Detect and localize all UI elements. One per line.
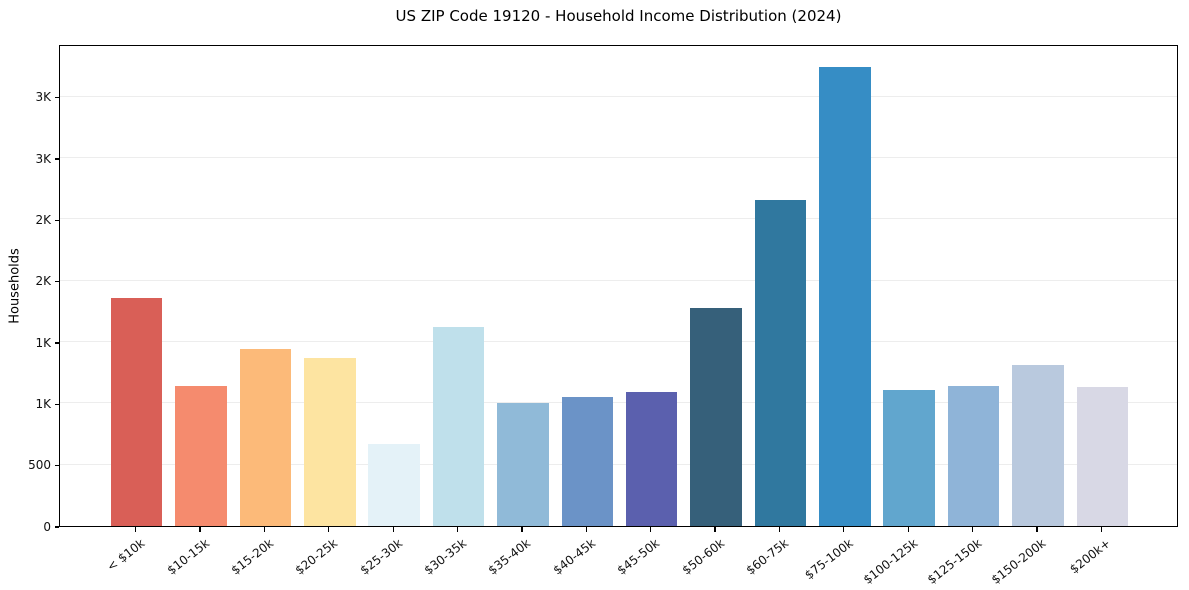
x-tick-label: $125-150k <box>924 536 985 587</box>
y-tick-mark <box>55 281 59 283</box>
y-tick-label: 2K <box>35 274 51 289</box>
bar-$150-200k <box>1012 364 1064 526</box>
y-tick-label: 3K <box>35 90 51 105</box>
x-tick-mark <box>907 527 909 532</box>
x-tick-label: $30-35k <box>421 536 470 578</box>
bar-$200k+ <box>1076 387 1129 526</box>
y-tick-mark <box>55 526 59 528</box>
bar-$20-25k <box>304 357 356 526</box>
y-tick-mark <box>55 158 59 160</box>
x-tick-mark <box>1100 527 1103 532</box>
x-tick-label: $10-15k <box>164 536 212 578</box>
gridline <box>60 218 1177 220</box>
bar-$45-50k <box>625 391 678 526</box>
x-tick-mark <box>650 527 652 532</box>
x-tick-mark <box>843 527 845 532</box>
bar-$25-30k <box>368 443 420 526</box>
bar-$60-75k <box>754 199 807 526</box>
x-tick-label: $35-40k <box>485 536 534 578</box>
x-tick-label: $60-75k <box>743 536 792 578</box>
x-tick-label: $100-125k <box>860 536 920 587</box>
x-tick-mark <box>521 527 523 532</box>
x-tick-label: $20-25k <box>292 536 341 578</box>
bar-$15-20k <box>239 348 292 526</box>
bar-$125-150k <box>947 386 1000 526</box>
bar-$40-45k <box>561 397 614 526</box>
bar-$10-15k <box>175 386 227 526</box>
x-tick-label: $75-100k <box>801 536 856 583</box>
y-tick-mark <box>55 465 59 467</box>
x-tick-label: < $10k <box>104 536 148 574</box>
x-tick-mark <box>134 527 137 532</box>
plot-area <box>59 45 1178 527</box>
x-tick-mark <box>328 527 330 532</box>
x-tick-label: $45-50k <box>614 536 663 578</box>
bar-$35-40k <box>497 402 549 526</box>
x-tick-label: $40-45k <box>550 536 598 578</box>
gridline <box>60 157 1177 159</box>
y-tick-label: 3K <box>35 151 51 166</box>
gridline <box>60 463 1177 465</box>
bar-$50-60k <box>690 308 742 526</box>
gridline <box>60 279 1177 281</box>
bar-$100-125k <box>883 389 935 526</box>
y-tick-mark <box>55 403 59 405</box>
y-tick-label: 500 <box>28 458 51 473</box>
y-tick-mark <box>55 342 59 344</box>
x-tick-mark <box>263 527 266 532</box>
x-tick-mark <box>778 527 781 532</box>
bar-$30-35k <box>432 326 485 526</box>
x-tick-label: $25-30k <box>357 536 405 578</box>
gridline <box>60 341 1177 343</box>
bar-$75-100k <box>819 66 871 526</box>
y-tick-mark <box>55 97 59 99</box>
y-tick-label: 1K <box>35 396 51 411</box>
gridline <box>60 95 1177 97</box>
y-tick-mark <box>55 219 59 222</box>
x-tick-label: $200k+ <box>1066 536 1114 577</box>
y-tick-label: 1K <box>35 335 51 350</box>
x-tick-label: $15-20k <box>228 536 277 578</box>
x-tick-mark <box>199 527 201 532</box>
y-tick-label: 2K <box>35 212 51 227</box>
x-tick-mark <box>585 527 587 532</box>
x-tick-label: $150-200k <box>988 536 1049 587</box>
x-tick-mark <box>456 527 459 532</box>
x-tick-mark <box>714 527 716 532</box>
chart-title: US ZIP Code 19120 - Household Income Dis… <box>395 7 842 25</box>
x-tick-label: $50-60k <box>679 536 727 578</box>
x-tick-mark <box>971 527 974 532</box>
x-tick-mark <box>392 527 394 532</box>
y-tick-label: 0 <box>43 519 51 534</box>
bar-< $10k <box>110 297 163 526</box>
x-tick-mark <box>1036 527 1038 532</box>
gridline <box>60 402 1177 404</box>
